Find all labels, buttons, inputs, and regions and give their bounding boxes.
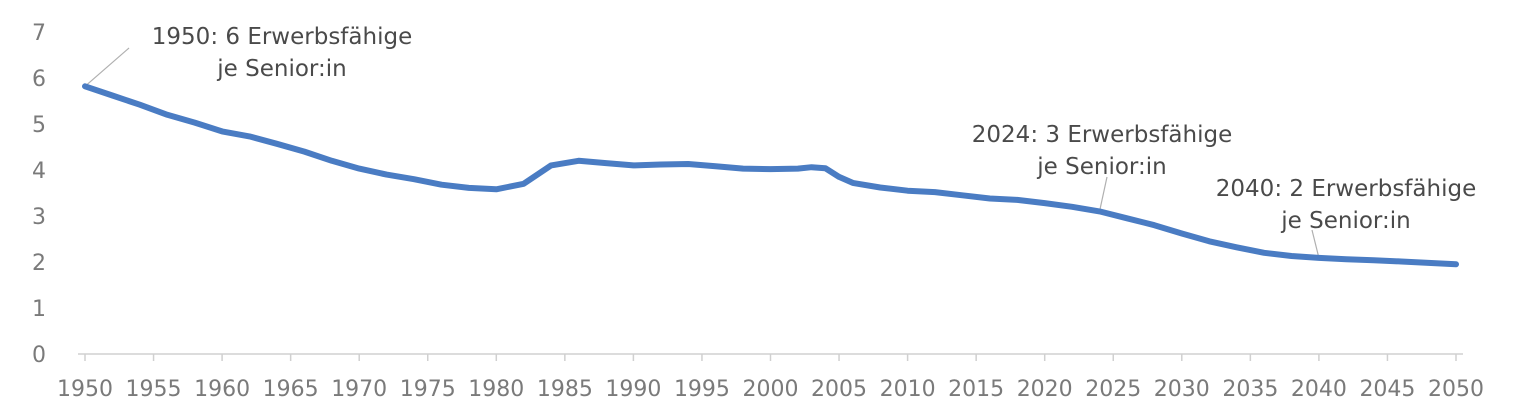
x-tick-label: 2015 <box>948 377 1004 402</box>
y-tick-label: 2 <box>32 251 46 276</box>
x-tick-label: 2030 <box>1154 377 1210 402</box>
x-tick-label: 1975 <box>400 377 456 402</box>
x-tick-label: 2025 <box>1085 377 1141 402</box>
annotation-text: je Senior:in <box>1036 154 1166 180</box>
x-tick-label: 2020 <box>1017 377 1073 402</box>
annotation-leader <box>84 47 130 87</box>
x-tick-label: 1995 <box>674 377 730 402</box>
y-tick-label: 1 <box>32 297 46 322</box>
annotation-leader <box>1098 176 1108 212</box>
annotation-text: 1950: 6 Erwerbsfähige <box>152 24 412 50</box>
annotation-text: je Senior:in <box>216 56 346 82</box>
x-tick-label: 1955 <box>126 377 182 402</box>
annotation-text: 2040: 2 Erwerbsfähige <box>1216 176 1476 202</box>
x-tick-label: 1965 <box>263 377 319 402</box>
x-tick-label: 2035 <box>1222 377 1278 402</box>
x-tick-label: 2000 <box>743 377 799 402</box>
x-tick-label: 2010 <box>880 377 936 402</box>
y-tick-label: 4 <box>32 159 46 184</box>
x-tick-label: 2050 <box>1428 377 1484 402</box>
x-tick-label: 1950 <box>57 377 113 402</box>
y-tick-label: 0 <box>32 343 46 368</box>
x-tick-label: 2045 <box>1359 377 1415 402</box>
annotations: 1950: 6 Erwerbsfähige je Senior:in 2024: 3… <box>84 24 1476 259</box>
x-tick-label: 1980 <box>468 377 524 402</box>
x-tick-label: 1970 <box>331 377 387 402</box>
x-tick-label: 2005 <box>811 377 867 402</box>
annotation-text: 2024: 3 Erwerbsfähige <box>972 122 1232 148</box>
x-tick-label: 1960 <box>194 377 250 402</box>
y-tick-label: 5 <box>32 113 46 138</box>
x-tick-label: 1990 <box>605 377 661 402</box>
x-tick-label: 1985 <box>537 377 593 402</box>
series-group <box>82 83 1459 268</box>
x-axis: 1950 1955 1960 1965 1970 1975 1980 1985 1990 1995… <box>57 354 1484 402</box>
y-tick-label: 3 <box>32 205 46 230</box>
y-tick-label: 7 <box>32 21 46 46</box>
x-tick-label: 2040 <box>1291 377 1347 402</box>
y-axis: 0 1 2 3 4 5 6 7 <box>32 21 46 368</box>
y-tick-label: 6 <box>32 67 46 92</box>
annotation-leader <box>1311 229 1320 259</box>
series-line <box>82 83 1459 268</box>
annotation-text: je Senior:in <box>1280 208 1410 234</box>
